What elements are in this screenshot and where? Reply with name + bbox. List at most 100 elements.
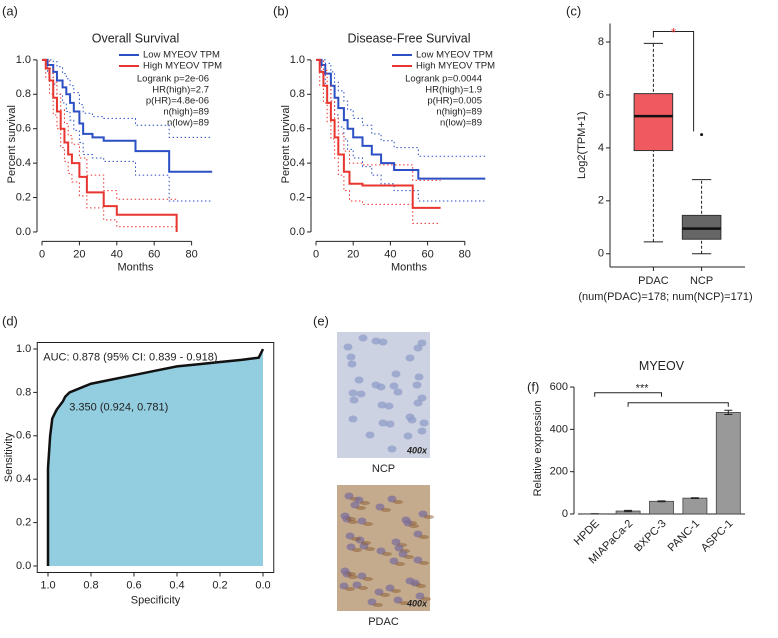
- bar: [649, 500, 674, 515]
- stain: [382, 552, 392, 556]
- nucleus: [354, 376, 364, 384]
- x-tick-label: 40: [384, 248, 396, 260]
- y-tick-label: 0: [598, 248, 604, 260]
- roc-curve: [46, 348, 265, 566]
- outlier: [700, 133, 704, 137]
- nucleus: [371, 337, 381, 345]
- y-axis-label: Percent survival: [280, 105, 292, 183]
- bar: [682, 497, 708, 515]
- x-axis-label: Months: [117, 261, 154, 273]
- y-tick-label: 0.6: [16, 430, 31, 442]
- nucleus: [348, 389, 358, 397]
- x-tick-label: BXPC-3: [632, 518, 669, 555]
- nucleus: [385, 420, 395, 428]
- confidence-band: [42, 59, 213, 138]
- nucleus: [419, 419, 429, 427]
- y-axis-label: Sensitivity: [3, 432, 15, 482]
- nucleus: [376, 383, 386, 391]
- stain: [363, 522, 373, 526]
- stain: [348, 520, 358, 524]
- stain: [346, 517, 356, 521]
- x-tick-label: 0: [39, 248, 45, 260]
- stain: [373, 603, 383, 607]
- nucleus: [412, 381, 422, 389]
- survival-curve: [316, 58, 486, 180]
- nucleus: [378, 419, 388, 427]
- annotation: Logrank p=2e-06: [137, 74, 209, 85]
- y-tick-label: 0.6: [290, 123, 305, 135]
- confidence-band: [42, 59, 178, 232]
- legend-label: High MYEOV TPM: [143, 61, 222, 72]
- stain: [358, 586, 368, 590]
- y-tick-label: 0.8: [290, 88, 305, 100]
- y-tick-label: 0.4: [16, 473, 31, 485]
- nucleus: [358, 334, 368, 342]
- x-tick-label: PDAC: [638, 275, 669, 287]
- bar: [715, 412, 741, 515]
- nucleus: [413, 399, 423, 407]
- y-tick-label: 6: [598, 89, 604, 101]
- stain: [363, 577, 373, 581]
- y-tick-label: 0.6: [16, 123, 31, 135]
- image-caption: NCP: [372, 463, 395, 475]
- nucleus: [384, 402, 394, 410]
- stain: [346, 572, 356, 576]
- image-caption: PDAC: [368, 616, 399, 628]
- y-tick-label: 0.8: [16, 88, 31, 100]
- annotation: Logrank p=0.0044: [405, 74, 482, 85]
- stain: [419, 561, 429, 565]
- x-tick-label: 40: [111, 248, 123, 260]
- y-tick-label: 0.0: [290, 226, 305, 238]
- error-bar: [690, 497, 699, 500]
- survival-curve: [42, 58, 178, 232]
- nucleus: [377, 401, 387, 409]
- legend-label: High MYEOV TPM: [416, 61, 495, 72]
- x-tick-label: 0.8: [83, 579, 98, 591]
- x-tick-label: 0: [313, 248, 319, 260]
- y-tick-label: 2: [598, 195, 604, 207]
- survival-curve: [316, 58, 441, 209]
- stain: [399, 601, 409, 605]
- nucleus: [417, 427, 427, 435]
- confidence-band: [316, 59, 441, 224]
- x-tick-label: 0.2: [212, 579, 227, 591]
- stain: [351, 537, 361, 541]
- x-tick-label: ASPC-1: [699, 518, 736, 555]
- plot-frame: [36, 342, 275, 573]
- nucleus: [389, 382, 399, 390]
- y-axis-label: Percent survival: [6, 105, 18, 183]
- stain: [419, 535, 429, 539]
- y-tick-label: 0.0: [16, 226, 31, 238]
- x-tick-label: 20: [347, 248, 359, 260]
- panel-label: (c): [566, 3, 581, 18]
- magnification: 400x: [406, 445, 428, 455]
- x-axis-label: Specificity: [131, 594, 181, 606]
- y-tick-label: 0.2: [290, 191, 305, 203]
- y-tick-label: 400: [550, 423, 568, 435]
- x-axis-label: (num(PDAC)=178; num(NCP)=171): [578, 291, 752, 303]
- y-axis-label: Log2(TPM+1): [576, 111, 588, 179]
- box-body: [633, 93, 674, 152]
- nucleus: [356, 390, 366, 398]
- roc-area: [48, 349, 263, 566]
- y-tick-label: 0.2: [16, 191, 31, 203]
- x-tick-label: 80: [459, 248, 471, 260]
- x-tick-label: 20: [73, 248, 85, 260]
- panel-label: (a): [2, 3, 18, 18]
- stain: [395, 562, 405, 566]
- stain: [409, 524, 419, 528]
- annotation: AUC: 0.878 (95% CI: 0.839 - 0.918): [43, 351, 217, 363]
- nucleus: [391, 370, 401, 378]
- nucleus: [346, 353, 356, 361]
- x-tick-label: 80: [185, 248, 197, 260]
- error-bar: [724, 409, 733, 416]
- confidence-band: [316, 59, 441, 181]
- nucleus: [417, 394, 427, 402]
- x-tick-label: 60: [148, 248, 160, 260]
- annotation: HR(high)=2.7: [152, 85, 209, 96]
- x-tick-label: 0.4: [169, 579, 184, 591]
- y-tick-label: 4: [598, 142, 604, 154]
- stain: [365, 547, 375, 551]
- stain: [380, 593, 390, 597]
